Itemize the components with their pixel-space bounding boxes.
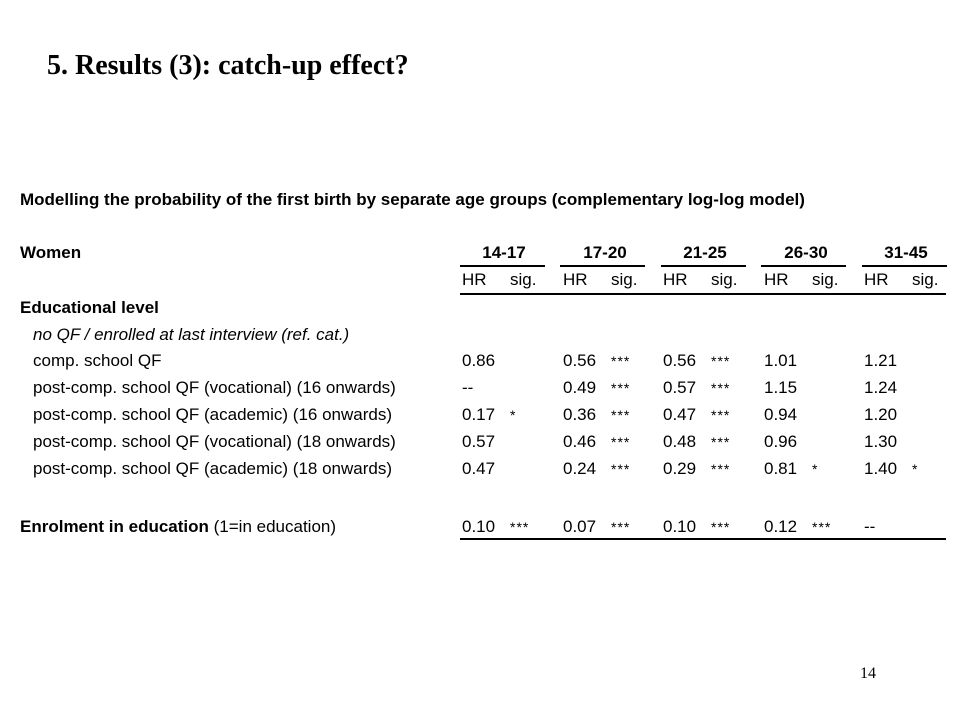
section-label: Educational level: [20, 298, 159, 317]
sig-value: ***: [510, 519, 530, 535]
sig-subheader: sig.: [812, 270, 839, 289]
hr-value: 1.20: [864, 405, 898, 424]
sig-subheader: sig.: [510, 270, 537, 289]
hr-value: 1.21: [864, 351, 898, 370]
age-group-header: 26-30: [784, 243, 828, 262]
group-label: Women: [20, 243, 82, 262]
hr-subheader: HR: [462, 270, 487, 289]
row-label: post-comp. school QF (academic) (16 onwa…: [33, 405, 393, 424]
hr-value: 0.10: [663, 517, 697, 536]
page-number: 14: [860, 665, 876, 682]
sig-value: ***: [611, 380, 631, 396]
enrolment-label-bold: Enrolment in education: [20, 517, 209, 536]
table-caption: Modelling the probability of the first b…: [20, 190, 805, 209]
sig-value: ***: [711, 519, 731, 535]
hr-value: 0.17: [462, 405, 496, 424]
hr-value: 0.07: [563, 517, 597, 536]
subheader-rule: [460, 293, 946, 295]
hr-value: 0.56: [563, 351, 597, 370]
hr-value: 0.10: [462, 517, 496, 536]
hr-value: 0.47: [663, 405, 697, 424]
sig-value: ***: [611, 461, 631, 477]
hr-subheader: HR: [864, 270, 889, 289]
enrolment-label-rest: (1=in education): [208, 517, 337, 536]
sig-subheader: sig.: [611, 270, 638, 289]
hr-value: --: [462, 378, 474, 397]
sig-value: ***: [711, 353, 731, 369]
hr-value: 0.57: [462, 432, 496, 451]
sig-value: ***: [711, 434, 731, 450]
reference-category-label: no QF / enrolled at last interview (ref.…: [33, 325, 350, 344]
sig-subheader: sig.: [711, 270, 738, 289]
sig-value: ***: [711, 380, 731, 396]
hr-value: 1.24: [864, 378, 898, 397]
hr-subheader: HR: [764, 270, 789, 289]
hr-value: 0.96: [764, 432, 798, 451]
hr-value: 0.48: [663, 432, 697, 451]
hr-value: 0.12: [764, 517, 798, 536]
sig-value: *: [510, 407, 517, 423]
enrolment-label: Enrolment in education (1=in education): [20, 517, 336, 537]
row-label: post-comp. school QF (vocational) (18 on…: [33, 432, 396, 451]
header-rule: [761, 265, 846, 267]
row-label: post-comp. school QF (academic) (18 onwa…: [33, 459, 393, 478]
hr-value: 0.81: [764, 459, 798, 478]
hr-value: 0.47: [462, 459, 496, 478]
age-group-header: 14-17: [482, 243, 526, 262]
hr-value: 0.94: [764, 405, 798, 424]
hr-value: 1.15: [764, 378, 798, 397]
sig-value: ***: [611, 434, 631, 450]
header-rule: [560, 265, 645, 267]
hr-value: 0.46: [563, 432, 597, 451]
row-label: post-comp. school QF (vocational) (16 on…: [33, 378, 396, 397]
sig-value: *: [912, 461, 919, 477]
hr-value: 0.36: [563, 405, 597, 424]
hr-value: 1.30: [864, 432, 898, 451]
slide-title: 5. Results (3): catch-up effect?: [47, 50, 409, 81]
hr-value: 0.29: [663, 459, 697, 478]
header-rule: [661, 265, 746, 267]
header-rule: [862, 265, 947, 267]
hr-subheader: HR: [563, 270, 588, 289]
age-group-header: 17-20: [583, 243, 627, 262]
hr-value: 1.40: [864, 459, 898, 478]
sig-value: ***: [611, 407, 631, 423]
hr-value: 0.49: [563, 378, 597, 397]
hr-value: 1.01: [764, 351, 798, 370]
hr-value: --: [864, 517, 876, 536]
sig-subheader: sig.: [912, 270, 939, 289]
hr-value: 0.86: [462, 351, 496, 370]
age-group-header: 31-45: [884, 243, 928, 262]
bottom-rule: [460, 538, 946, 540]
hr-value: 0.24: [563, 459, 597, 478]
sig-value: ***: [711, 407, 731, 423]
age-group-header: 21-25: [683, 243, 727, 262]
sig-value: *: [812, 461, 819, 477]
hr-value: 0.56: [663, 351, 697, 370]
sig-value: ***: [711, 461, 731, 477]
sig-value: ***: [611, 353, 631, 369]
hr-subheader: HR: [663, 270, 688, 289]
sig-value: ***: [812, 519, 832, 535]
row-label: comp. school QF: [33, 351, 162, 370]
hr-value: 0.57: [663, 378, 697, 397]
header-rule: [460, 265, 545, 267]
sig-value: ***: [611, 519, 631, 535]
